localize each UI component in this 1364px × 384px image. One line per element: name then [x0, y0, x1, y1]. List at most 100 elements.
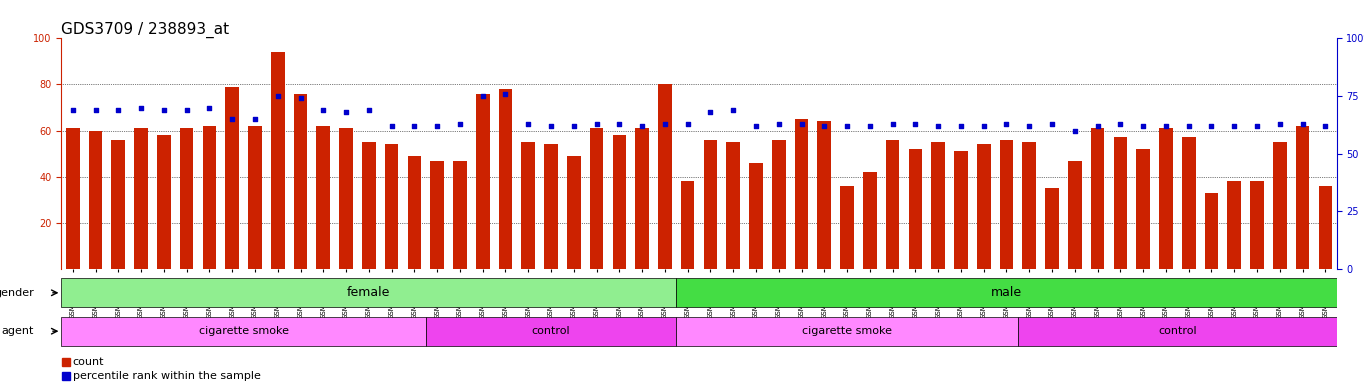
Bar	[157, 135, 170, 269]
Bar	[1273, 142, 1286, 269]
Point	[608, 121, 630, 127]
Point	[517, 121, 539, 127]
Point	[1155, 123, 1177, 129]
Text: control: control	[1158, 326, 1196, 336]
Bar	[1091, 128, 1105, 269]
Bar	[453, 161, 466, 269]
Point	[199, 104, 221, 111]
Point	[1247, 123, 1269, 129]
Bar	[863, 172, 877, 269]
FancyBboxPatch shape	[61, 316, 426, 346]
Point	[495, 91, 517, 97]
Point	[996, 121, 1018, 127]
Bar	[612, 135, 626, 269]
Point	[312, 107, 334, 113]
FancyBboxPatch shape	[677, 316, 1018, 346]
Point	[677, 121, 698, 127]
Point	[404, 123, 426, 129]
Point	[563, 123, 585, 129]
Text: agent: agent	[1, 326, 34, 336]
Point	[1200, 123, 1222, 129]
Point	[130, 104, 151, 111]
Bar	[977, 144, 990, 269]
Bar	[408, 156, 421, 269]
Point	[951, 123, 973, 129]
Point	[1224, 123, 1245, 129]
Point	[540, 123, 562, 129]
Bar	[681, 181, 694, 269]
Point	[928, 123, 949, 129]
Text: cigarette smoke: cigarette smoke	[199, 326, 289, 336]
Point	[61, 107, 83, 113]
Point	[904, 121, 926, 127]
Bar	[1000, 140, 1013, 269]
Bar	[180, 128, 194, 269]
Point	[472, 93, 494, 99]
Bar	[1113, 137, 1127, 269]
Bar	[203, 126, 217, 269]
Bar	[885, 140, 899, 269]
Point	[1087, 123, 1109, 129]
Bar	[1068, 161, 1082, 269]
Point	[1269, 121, 1290, 127]
Bar	[476, 94, 490, 269]
Bar	[1251, 181, 1264, 269]
Text: GDS3709 / 238893_at: GDS3709 / 238893_at	[61, 22, 229, 38]
Point	[267, 93, 289, 99]
Bar	[430, 161, 445, 269]
Point	[1064, 127, 1086, 134]
Bar	[657, 84, 671, 269]
Point	[221, 116, 243, 122]
Point	[426, 123, 447, 129]
Bar	[1228, 181, 1241, 269]
Text: gender: gender	[0, 288, 34, 298]
Bar	[636, 128, 649, 269]
Text: male: male	[990, 286, 1022, 299]
Bar	[89, 131, 102, 269]
Bar	[772, 140, 786, 269]
Point	[357, 107, 379, 113]
Point	[1315, 123, 1337, 129]
Point	[1109, 121, 1131, 127]
Bar	[1023, 142, 1037, 269]
Bar	[795, 119, 809, 269]
Point	[153, 107, 175, 113]
Bar	[521, 142, 535, 269]
Point	[585, 121, 607, 127]
Point	[700, 109, 722, 115]
Bar	[908, 149, 922, 269]
Point	[632, 123, 653, 129]
Bar	[840, 186, 854, 269]
Point	[244, 116, 266, 122]
Bar	[817, 121, 831, 269]
Bar	[340, 128, 353, 269]
Point	[176, 107, 198, 113]
Bar	[1319, 186, 1333, 269]
Bar	[134, 128, 147, 269]
Bar	[1159, 128, 1173, 269]
FancyBboxPatch shape	[677, 278, 1337, 308]
Point	[973, 123, 994, 129]
Point	[836, 123, 858, 129]
Point	[381, 123, 402, 129]
Bar	[361, 142, 375, 269]
Point	[1292, 121, 1314, 127]
Bar	[293, 94, 307, 269]
Text: percentile rank within the sample: percentile rank within the sample	[72, 371, 261, 381]
Point	[881, 121, 903, 127]
Bar	[1045, 188, 1058, 269]
Point	[289, 95, 311, 101]
Point	[85, 107, 106, 113]
Bar	[1136, 149, 1150, 269]
Point	[768, 121, 790, 127]
Bar	[316, 126, 330, 269]
Bar	[1204, 193, 1218, 269]
Point	[1019, 123, 1041, 129]
Bar	[1181, 137, 1195, 269]
FancyBboxPatch shape	[426, 316, 677, 346]
Point	[859, 123, 881, 129]
Point	[1132, 123, 1154, 129]
Point	[108, 107, 130, 113]
Bar	[248, 126, 262, 269]
Bar	[385, 144, 398, 269]
